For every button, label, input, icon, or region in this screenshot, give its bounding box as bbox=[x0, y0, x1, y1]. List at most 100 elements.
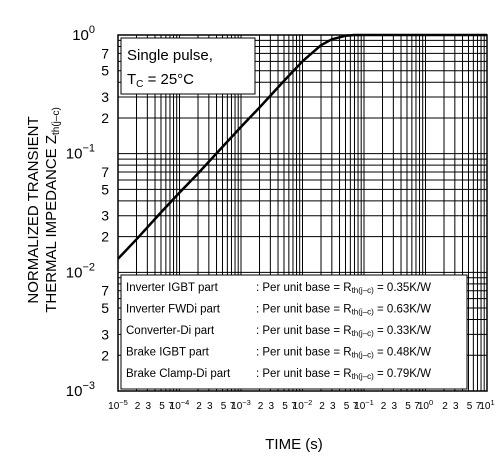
x-tick-base: 10 bbox=[418, 401, 430, 412]
table-row-part: Brake Clamp-Di part bbox=[126, 368, 231, 380]
annotation-line-2: TC = 25°C bbox=[127, 71, 194, 90]
table-row-sep: : Per unit base = R bbox=[256, 368, 352, 380]
table-row-sub: th(j–c) bbox=[352, 286, 375, 295]
x-tick-exponent: −5 bbox=[119, 398, 128, 407]
x-tick-label-minor: 7 bbox=[168, 401, 174, 412]
y-tick-base: 10 bbox=[66, 146, 83, 163]
y-tick-label-minor: 3 bbox=[101, 326, 109, 342]
table-row-sep: : Per unit base = R bbox=[256, 347, 352, 359]
x-tick-exponent: −4 bbox=[181, 398, 190, 407]
x-tick-base: 10 bbox=[354, 401, 366, 412]
table-row-base: : Per unit base = Rth(j–c) = 0.33K/W bbox=[256, 325, 431, 338]
x-tick-label-decade: 10−3 bbox=[231, 398, 251, 412]
x-tick-label-decade: 101 bbox=[479, 398, 494, 412]
x-tick-label-minor: 2 bbox=[381, 401, 387, 412]
parts-table: Inverter IGBT part: Per unit base = Rth(… bbox=[126, 282, 431, 381]
x-tick-exponent: 1 bbox=[490, 398, 494, 407]
x-tick-label-minor: 2 bbox=[258, 401, 264, 412]
y-tick-exponent: 0 bbox=[89, 24, 95, 36]
x-tick-base: 10 bbox=[293, 401, 305, 412]
y-tick-label-minor: 5 bbox=[101, 300, 109, 316]
annotation-line-1: Single pulse, bbox=[127, 47, 213, 64]
x-tick-label-minor: 2 bbox=[442, 401, 448, 412]
x-tick-label-minor: 3 bbox=[392, 401, 398, 412]
x-tick-base: 10 bbox=[479, 401, 491, 412]
table-row-part: Converter-Di part bbox=[126, 325, 215, 337]
y-tick-label-minor: 2 bbox=[101, 347, 109, 363]
y-tick-label-minor: 7 bbox=[101, 283, 109, 299]
x-tick-label-minor: 5 bbox=[344, 401, 350, 412]
x-tick-label-minor: 5 bbox=[159, 401, 165, 412]
y-tick-label-decade: 10−1 bbox=[66, 143, 95, 163]
x-tick-label-minor: 7 bbox=[414, 401, 420, 412]
x-tick-label-minor: 5 bbox=[221, 401, 227, 412]
y-tick-base: 10 bbox=[66, 383, 83, 400]
x-tick-label-minor: 2 bbox=[135, 401, 141, 412]
table-row-base: : Per unit base = Rth(j–c) = 0.48K/W bbox=[256, 347, 431, 360]
table-row-part: Inverter FWDi part bbox=[126, 304, 221, 316]
y-tick-label-minor: 2 bbox=[101, 229, 109, 245]
x-tick-base: 10 bbox=[231, 401, 243, 412]
table-row-base: : Per unit base = Rth(j–c) = 0.63K/W bbox=[256, 304, 431, 317]
y-tick-label-decade: 10−2 bbox=[66, 261, 95, 281]
y-tick-label-minor: 5 bbox=[101, 181, 109, 197]
parts-table-box bbox=[120, 274, 468, 390]
annotation-tc-value: = 25°C bbox=[143, 71, 194, 88]
x-tick-exponent: −2 bbox=[304, 398, 313, 407]
x-tick-label-decade: 10−4 bbox=[170, 398, 190, 412]
table-row-part: Inverter IGBT part bbox=[126, 282, 219, 294]
y-tick-base: 10 bbox=[72, 27, 89, 44]
y-tick-exponent: −3 bbox=[82, 380, 95, 392]
table-row-sep: : Per unit base = R bbox=[256, 325, 352, 337]
x-tick-label-minor: 3 bbox=[207, 401, 213, 412]
y-axis-title: NORMALIZED TRANSIENT THERMAL IMPEDANCE Z… bbox=[25, 107, 62, 313]
y-tick-label-minor: 7 bbox=[101, 45, 109, 61]
x-axis-title: TIME (s) bbox=[265, 436, 323, 453]
x-tick-label-minor: 7 bbox=[476, 401, 482, 412]
table-row-sep: : Per unit base = R bbox=[256, 282, 352, 294]
x-tick-exponent: −1 bbox=[365, 398, 374, 407]
y-axis-title-line-1: NORMALIZED TRANSIENT bbox=[25, 116, 42, 303]
x-tick-label-decade: 10−1 bbox=[354, 398, 374, 412]
y-tick-label-decade: 10−3 bbox=[66, 380, 95, 400]
y-tick-label-minor: 2 bbox=[101, 110, 109, 126]
y-axis-title-main: THERMAL IMPEDANCE Z bbox=[43, 135, 60, 313]
frame-layer bbox=[117, 34, 488, 392]
y-tick-base: 10 bbox=[66, 264, 83, 281]
x-tick-label-minor: 5 bbox=[467, 401, 473, 412]
x-tick-label-minor: 7 bbox=[291, 401, 297, 412]
x-tick-label-minor: 3 bbox=[146, 401, 152, 412]
table-row-sub: th(j–c) bbox=[352, 351, 375, 360]
table-row-value: = 0.33K/W bbox=[374, 325, 431, 337]
x-tick-exponent: −3 bbox=[242, 398, 251, 407]
x-tick-label-decade: 100 bbox=[418, 398, 433, 412]
y-axis-title-sub: th(j–c) bbox=[51, 107, 62, 135]
plot-frame bbox=[117, 34, 488, 392]
x-tick-base: 10 bbox=[108, 401, 120, 412]
x-tick-label-minor: 7 bbox=[230, 401, 236, 412]
x-tick-label-minor: 3 bbox=[269, 401, 275, 412]
table-row-sub: th(j–c) bbox=[352, 372, 375, 381]
table-row-value: = 0.63K/W bbox=[374, 304, 431, 316]
x-tick-base: 10 bbox=[170, 401, 182, 412]
x-tick-label-minor: 5 bbox=[282, 401, 288, 412]
table-row-sub: th(j–c) bbox=[352, 308, 375, 317]
table-row-value: = 0.35K/W bbox=[374, 282, 431, 294]
y-tick-label-minor: 3 bbox=[101, 89, 109, 105]
x-tick-exponent: 0 bbox=[429, 398, 433, 407]
y-axis-title-line-2: THERMAL IMPEDANCE Zth(j–c) bbox=[43, 107, 62, 313]
y-tick-label-minor: 3 bbox=[101, 208, 109, 224]
x-tick-label-minor: 5 bbox=[405, 401, 411, 412]
x-tick-label-minor: 3 bbox=[453, 401, 459, 412]
y-tick-label-minor: 5 bbox=[101, 63, 109, 79]
y-tick-exponent: −2 bbox=[82, 261, 95, 273]
x-tick-label-decade: 10−5 bbox=[108, 398, 128, 412]
y-tick-exponent: −1 bbox=[82, 143, 95, 155]
annotation-tc-letter: T bbox=[127, 71, 136, 88]
table-row-value: = 0.79K/W bbox=[374, 368, 431, 380]
table-row-base: : Per unit base = Rth(j–c) = 0.35K/W bbox=[256, 282, 431, 295]
y-tick-label-minor: 7 bbox=[101, 164, 109, 180]
y-tick-label-decade: 100 bbox=[72, 24, 95, 44]
